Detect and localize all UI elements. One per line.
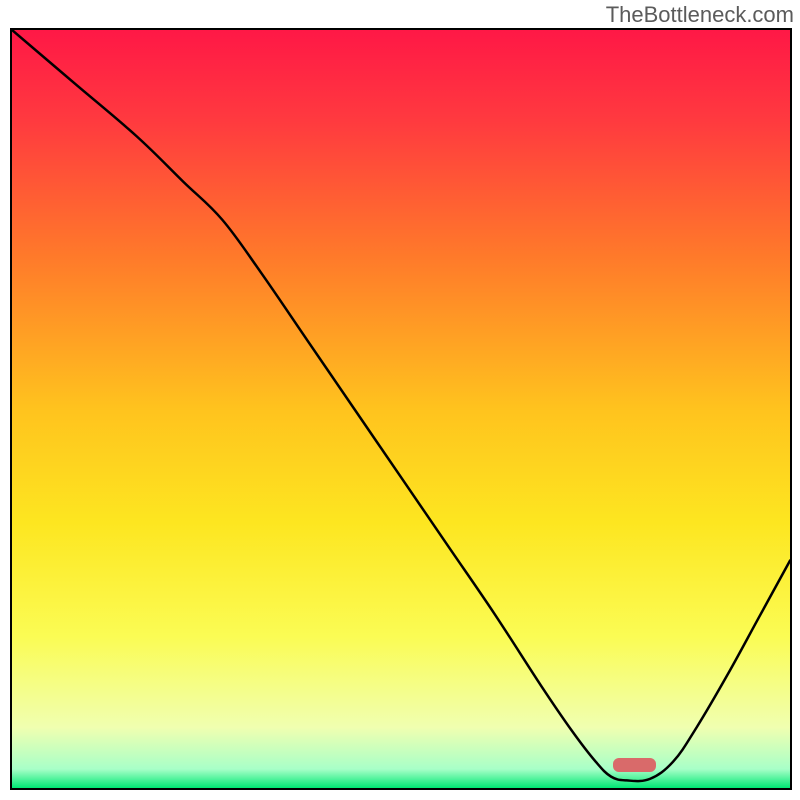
chart-curve (12, 30, 790, 788)
chart-minimum-marker (613, 758, 656, 772)
watermark-text: TheBottleneck.com (606, 2, 794, 28)
